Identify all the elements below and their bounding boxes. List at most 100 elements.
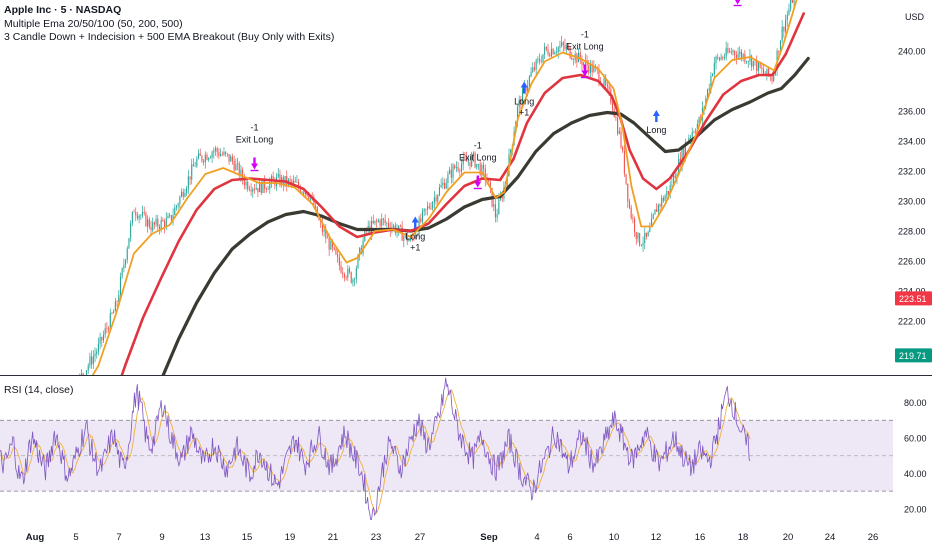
long-signal-label: Long [405, 232, 425, 242]
candle-body [194, 166, 196, 167]
candle-body [778, 50, 780, 52]
candle-body [359, 247, 361, 256]
exit-signal[interactable]: -1 Exit Long [459, 141, 497, 190]
candle-body [723, 57, 726, 59]
long-arrow-icon [411, 216, 419, 229]
candle-body [226, 153, 228, 155]
exit-signal[interactable]: -1 Exit Long [236, 123, 274, 172]
currency-label[interactable]: USD [905, 12, 925, 22]
exit-signal-label: -1 [581, 30, 589, 40]
candle-body [197, 153, 200, 159]
candle-body [157, 218, 159, 227]
candle-body [522, 88, 524, 105]
candle-body [496, 214, 498, 218]
time-tick-label: 5 [73, 532, 78, 543]
time-axis[interactable]: Aug 5 7 9 13 15 19 21 23 27 Sep 4 6 10 12 16 18 20 24 26 [26, 532, 879, 543]
symbol-title[interactable]: Apple Inc · 5 · NASDAQ [4, 4, 122, 16]
time-tick-label: 4 [534, 532, 539, 543]
candle-body [637, 233, 639, 239]
rsi-pane[interactable] [0, 377, 893, 520]
candle-body [488, 180, 490, 183]
rsi-tick-label: 60.00 [904, 433, 927, 443]
candle-body [374, 220, 376, 224]
last-price-badge [895, 348, 932, 363]
candle-body [652, 214, 654, 219]
time-tick-label: 19 [285, 532, 296, 543]
candle-body [589, 63, 592, 73]
candle-body [425, 208, 427, 210]
candle-body [118, 294, 120, 303]
candle-body [443, 182, 446, 189]
candle-body [788, 9, 790, 15]
time-tick-label: 20 [783, 532, 794, 543]
time-tick-label: 23 [371, 532, 382, 543]
candle-body [169, 215, 171, 217]
candle-body [328, 237, 330, 250]
candle-body [618, 131, 620, 134]
candle-body [384, 219, 386, 223]
candle-body [345, 277, 347, 278]
long-signal[interactable]: Long+1 [514, 81, 534, 118]
time-tick-label: 13 [200, 532, 211, 543]
ema-indicator-legend[interactable]: Multiple Ema 20/50/100 (50, 200, 500) [4, 18, 183, 30]
candle-body [462, 157, 464, 165]
candle-body [554, 52, 556, 55]
candle-body [186, 188, 188, 194]
candle-body [533, 67, 536, 70]
candle-body [484, 168, 486, 180]
candle-body [489, 182, 491, 188]
price-tick-label: 234.00 [898, 137, 926, 147]
candle-body [725, 47, 727, 58]
candle-body [338, 257, 340, 266]
candle-body [89, 356, 91, 366]
candle-body [452, 165, 454, 178]
candle-body [520, 99, 522, 105]
time-tick-label: 16 [695, 532, 706, 543]
candle-body [108, 328, 110, 330]
candle-body [766, 68, 768, 76]
long-signal[interactable]: Long+1 [405, 216, 425, 253]
time-tick-label: 6 [567, 532, 572, 543]
candle-body [718, 57, 720, 60]
candle-body [683, 148, 685, 156]
exit-signal[interactable] [733, 0, 742, 7]
long-arrow-icon [652, 110, 660, 122]
candle-body [525, 86, 527, 92]
rsi-indicator-legend[interactable]: RSI (14, close) [4, 384, 74, 396]
candle-body [326, 237, 329, 239]
rsi-axis[interactable]: 20.00 40.00 60.00 80.00 [904, 398, 927, 514]
price-tick-label: 232.00 [898, 167, 926, 177]
candle-body [421, 211, 424, 222]
candle-body [466, 158, 468, 162]
candle-body [457, 167, 459, 171]
exit-signal[interactable]: -1 Exit Long [566, 30, 604, 79]
candle-body [340, 265, 342, 273]
candle-body [335, 249, 337, 255]
candle-body [571, 57, 573, 60]
candle-body [298, 181, 300, 188]
candle-body [545, 46, 547, 50]
price-axis[interactable]: 222.00224.00226.00228.00230.00232.00234.… [895, 12, 932, 363]
candle-body [756, 59, 758, 72]
candle-body [747, 61, 749, 62]
candle-body [544, 46, 546, 55]
candle-body [248, 189, 250, 190]
candle-body [734, 50, 736, 55]
candle-body [598, 69, 600, 82]
candle-body [771, 77, 773, 81]
candle-body [296, 181, 298, 183]
candle-body [170, 215, 172, 221]
candle-body [257, 187, 259, 193]
candle-body [779, 40, 782, 52]
candle-body [191, 164, 193, 180]
candle-body [420, 218, 422, 222]
long-signal[interactable]: Long [646, 110, 666, 135]
candle-body [377, 220, 379, 222]
candle-body [622, 146, 624, 151]
exit-signal-label: Exit Long [566, 42, 604, 52]
candle-body [218, 152, 220, 156]
strategy-indicator-legend[interactable]: 3 Candle Down + Indecision + 500 EMA Bre… [4, 31, 335, 43]
exit-signal-label: -1 [250, 123, 258, 133]
candle-body [148, 219, 150, 228]
